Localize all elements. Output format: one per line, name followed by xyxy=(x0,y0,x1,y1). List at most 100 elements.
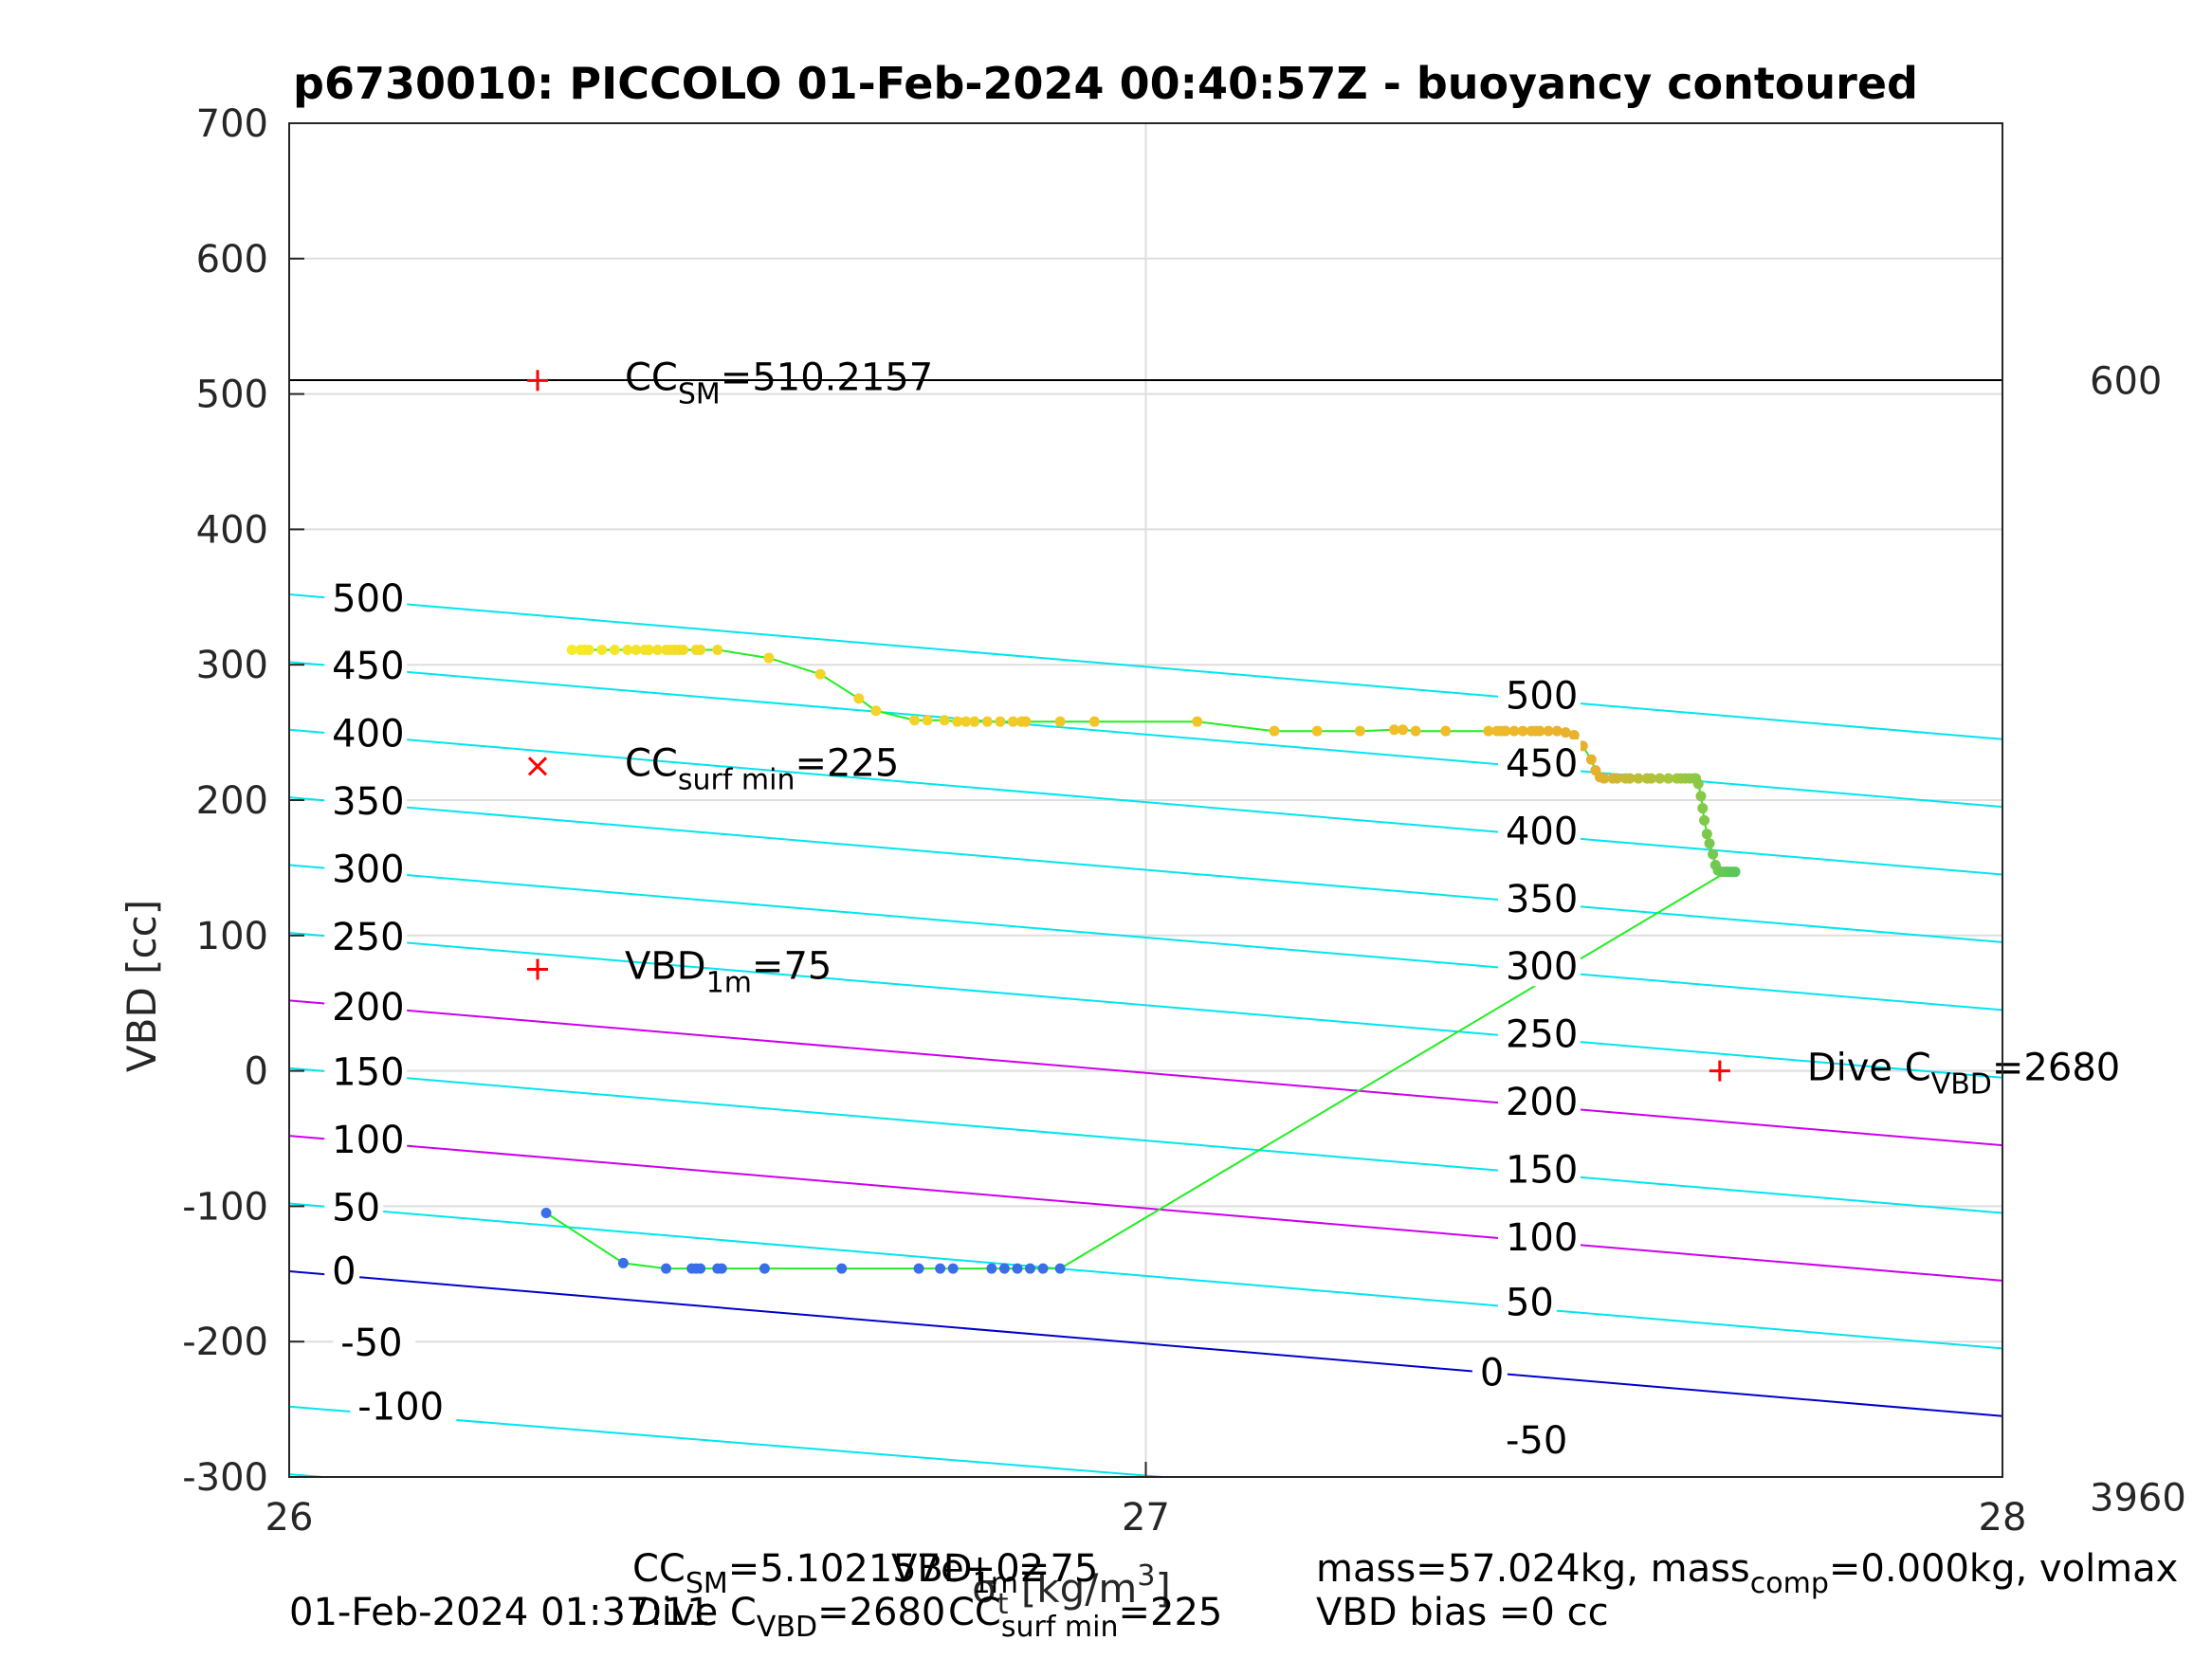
descent-point xyxy=(1517,725,1528,737)
contour-label-bg xyxy=(333,1319,416,1363)
contour-label-right: 500 xyxy=(1506,675,1578,719)
ascent-point xyxy=(716,1263,727,1274)
descent-point xyxy=(1410,725,1421,737)
y-tick-label: 200 xyxy=(196,779,268,823)
right-axis-label: 600 xyxy=(2090,359,2162,403)
y-axis-label: VBD [cc] xyxy=(119,900,165,1072)
descent-point xyxy=(1646,773,1657,784)
contour-line-350 xyxy=(289,796,2002,943)
ascent-point xyxy=(935,1263,946,1274)
ascent-point xyxy=(1037,1263,1049,1274)
descent-point xyxy=(1389,724,1400,736)
descent-point xyxy=(1354,725,1365,737)
contour-line-300 xyxy=(289,864,2002,1012)
contour-line-400 xyxy=(289,728,2002,876)
y-tick-label: -100 xyxy=(182,1185,268,1229)
marker-annotation: VBD1m=75 xyxy=(625,945,832,1000)
descent-point xyxy=(1585,754,1597,765)
descent-point xyxy=(981,716,993,727)
y-tick-label: 100 xyxy=(196,915,268,958)
descent-point xyxy=(596,644,608,655)
contour-line-100 xyxy=(289,1135,2002,1282)
marker-annotation: CCSM=510.2157 xyxy=(625,356,933,410)
ascent-point xyxy=(1025,1263,1036,1274)
contour-label-left: 100 xyxy=(332,1119,404,1162)
contour-label-right: 200 xyxy=(1506,1081,1578,1124)
x-tick-label: 26 xyxy=(265,1496,314,1540)
contour-label-bg xyxy=(324,1183,384,1228)
contour-label-bg xyxy=(324,642,408,686)
descent-point xyxy=(1568,729,1580,740)
trace-points xyxy=(540,644,1741,1274)
y-tick-label: 600 xyxy=(196,238,268,282)
marker-annotation: Dive CVBD=2680 xyxy=(1807,1047,2120,1102)
contour-label-right: 100 xyxy=(1506,1216,1578,1260)
footer-vbd-1m: VBD1m=75 xyxy=(891,1547,1098,1600)
contour-label-left: 50 xyxy=(332,1186,380,1230)
contour-label-bg xyxy=(324,1048,408,1092)
x-tick-label: 27 xyxy=(1122,1496,1170,1540)
ascent-point xyxy=(661,1263,672,1274)
ascent-point xyxy=(1012,1263,1023,1274)
x-axis-label: σt [kg/m3] xyxy=(972,1559,1171,1621)
contour-label-left: 500 xyxy=(332,577,404,621)
footer-vbd-bias: VBD bias =0 cc xyxy=(1316,1591,1609,1634)
ascent-point xyxy=(540,1208,552,1219)
contour-label-right: 250 xyxy=(1506,1013,1578,1057)
contour-label-left: -100 xyxy=(357,1385,444,1429)
descent-point xyxy=(1633,773,1644,784)
descent-point xyxy=(1692,778,1704,790)
contour-label-right: 0 xyxy=(1480,1352,1504,1395)
contour-label-bg xyxy=(1497,1416,1581,1461)
contour-label-bg xyxy=(1497,1078,1581,1122)
ascent-point xyxy=(947,1263,959,1274)
descent-point xyxy=(952,716,963,727)
contour-label-bg xyxy=(324,983,408,1028)
descent-point xyxy=(814,668,826,680)
contour-label-bg xyxy=(1497,1212,1581,1257)
footer: CCSM=5.102157e+02 VBD1m=75 mass=57.024kg… xyxy=(289,1547,2178,1644)
contour-label-right: 150 xyxy=(1506,1148,1578,1192)
descent-point xyxy=(1599,773,1610,784)
footer-cc-surf-min: CCsurf min=225 xyxy=(948,1591,1222,1644)
contour-label-left: -50 xyxy=(340,1322,402,1365)
x-tick-label: 28 xyxy=(1979,1496,2027,1540)
contour-label-left: 0 xyxy=(332,1250,356,1294)
ascent-point xyxy=(759,1263,770,1274)
contour-line-250 xyxy=(289,931,2002,1079)
contour-label-bg xyxy=(324,845,408,889)
descent-point xyxy=(1624,773,1636,784)
descent-point xyxy=(678,644,689,655)
y-tick-label: 300 xyxy=(196,644,268,687)
descent-point xyxy=(1192,716,1203,727)
ascent-point xyxy=(695,1263,706,1274)
contour-label-left: 400 xyxy=(332,713,404,757)
contour-label-bg xyxy=(324,1247,360,1291)
descent-point xyxy=(652,644,664,655)
descent-point xyxy=(853,693,865,704)
descent-point xyxy=(1663,773,1674,784)
descent-point xyxy=(1500,725,1511,737)
contour-label-bg xyxy=(1472,1348,1508,1393)
descent-point xyxy=(712,644,723,655)
contour-label-bg xyxy=(1497,942,1581,987)
ascent-point xyxy=(986,1263,997,1274)
descent-point xyxy=(1508,725,1520,737)
contour-label-bg xyxy=(1497,874,1581,919)
descent-point xyxy=(583,644,594,655)
contour-label-bg xyxy=(1497,671,1581,716)
contour-labels: 500450400350300250200150100500-50-100500… xyxy=(324,574,1581,1463)
descent-point xyxy=(1054,716,1066,727)
descent-point xyxy=(1440,725,1452,737)
contour-label-bg xyxy=(350,1382,457,1427)
ascent-point xyxy=(617,1257,629,1268)
descent-point xyxy=(1269,725,1280,737)
contour-label-bg xyxy=(1497,739,1581,784)
descent-point xyxy=(1543,725,1554,737)
contour-label-bg xyxy=(324,1116,408,1159)
descent-point xyxy=(1551,725,1563,737)
contour-label-bg xyxy=(1497,807,1581,851)
contour-label-right: 450 xyxy=(1506,742,1578,786)
